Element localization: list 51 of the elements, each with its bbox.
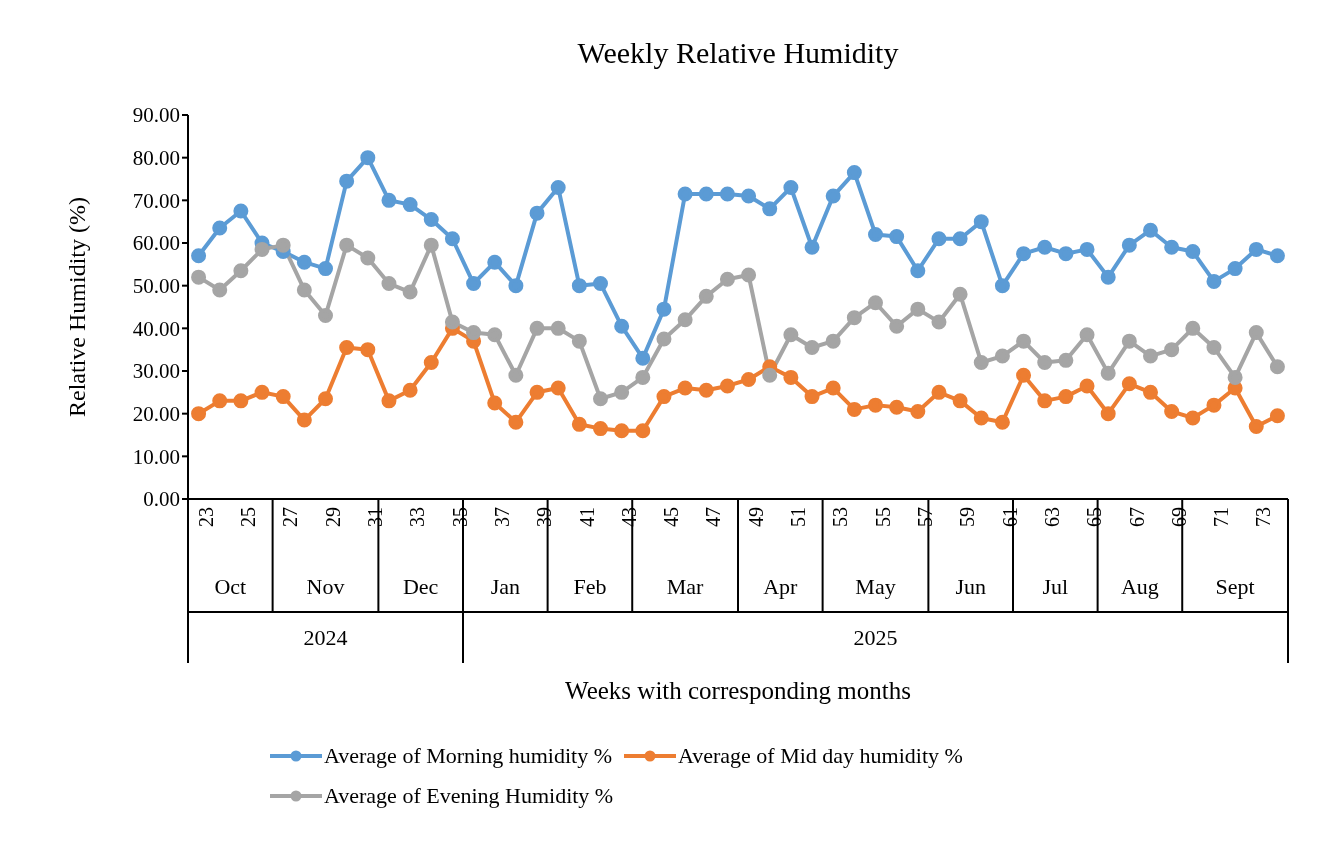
text: Jul xyxy=(1042,573,1069,599)
x-tick-label: 67 xyxy=(1125,507,1148,527)
y-tick-label: 20.00 xyxy=(132,402,180,427)
text: Mar xyxy=(666,573,705,599)
x-tick-label: 27 xyxy=(279,507,302,527)
legend-label: Average of Morning humidity % xyxy=(324,743,612,769)
text: Oct xyxy=(214,573,247,599)
text: 2024 xyxy=(303,625,348,650)
x-tick-label: 37 xyxy=(490,507,513,527)
x-tick-label: 73 xyxy=(1252,507,1275,527)
y-tick-label: 50.00 xyxy=(132,274,180,299)
text: Weeks with corresponding months xyxy=(565,677,911,704)
text: 2025 xyxy=(853,625,898,650)
x-tick-label: 29 xyxy=(321,507,344,527)
y-tick-label: 90.00 xyxy=(132,103,180,128)
text: Apr xyxy=(763,573,799,599)
text: Jun xyxy=(955,573,986,599)
x-tick-label: 39 xyxy=(533,507,556,527)
y-tick-label: 40.00 xyxy=(132,316,180,341)
y-tick-label: 30.00 xyxy=(132,359,180,384)
x-tick-label: 53 xyxy=(829,507,852,527)
x-tick-label: 57 xyxy=(914,507,937,527)
chart-title: Weekly Relative Humidity xyxy=(577,36,899,69)
legend-label: Average of Mid day humidity % xyxy=(677,743,963,769)
x-tick-label: 23 xyxy=(194,507,217,527)
y-tick-label: 70.00 xyxy=(132,188,180,213)
y-tick-label: 10.00 xyxy=(132,444,180,469)
x-tick-label: 41 xyxy=(575,507,598,527)
y-tick-label: 60.00 xyxy=(132,231,180,256)
x-tick-label: 71 xyxy=(1210,507,1233,527)
x-tick-label: 51 xyxy=(787,507,810,527)
x-tick-label: 31 xyxy=(364,507,387,527)
y-tick-label: 80.00 xyxy=(132,146,180,171)
x-tick-label: 49 xyxy=(744,507,767,527)
text: Dec xyxy=(402,573,439,599)
x-tick-label: 47 xyxy=(702,507,725,527)
x-tick-label: 59 xyxy=(956,507,979,527)
text: Sept xyxy=(1215,573,1255,599)
y-axis-title: Relative Humidity (%) xyxy=(63,197,90,417)
x-tick-label: 25 xyxy=(237,507,260,527)
y-tick-label: 0.00 xyxy=(143,487,180,512)
text: May xyxy=(855,573,896,599)
text: Aug xyxy=(1120,573,1159,599)
x-tick-label: 63 xyxy=(1040,507,1063,527)
text: Nov xyxy=(306,573,345,599)
text: Jan xyxy=(490,573,520,599)
x-tick-label: 33 xyxy=(406,507,429,527)
legend-label: Average of Evening Humidity % xyxy=(324,783,614,809)
x-tick-label: 45 xyxy=(660,507,683,527)
x-tick-label: 55 xyxy=(871,507,894,527)
text: Feb xyxy=(573,573,607,599)
